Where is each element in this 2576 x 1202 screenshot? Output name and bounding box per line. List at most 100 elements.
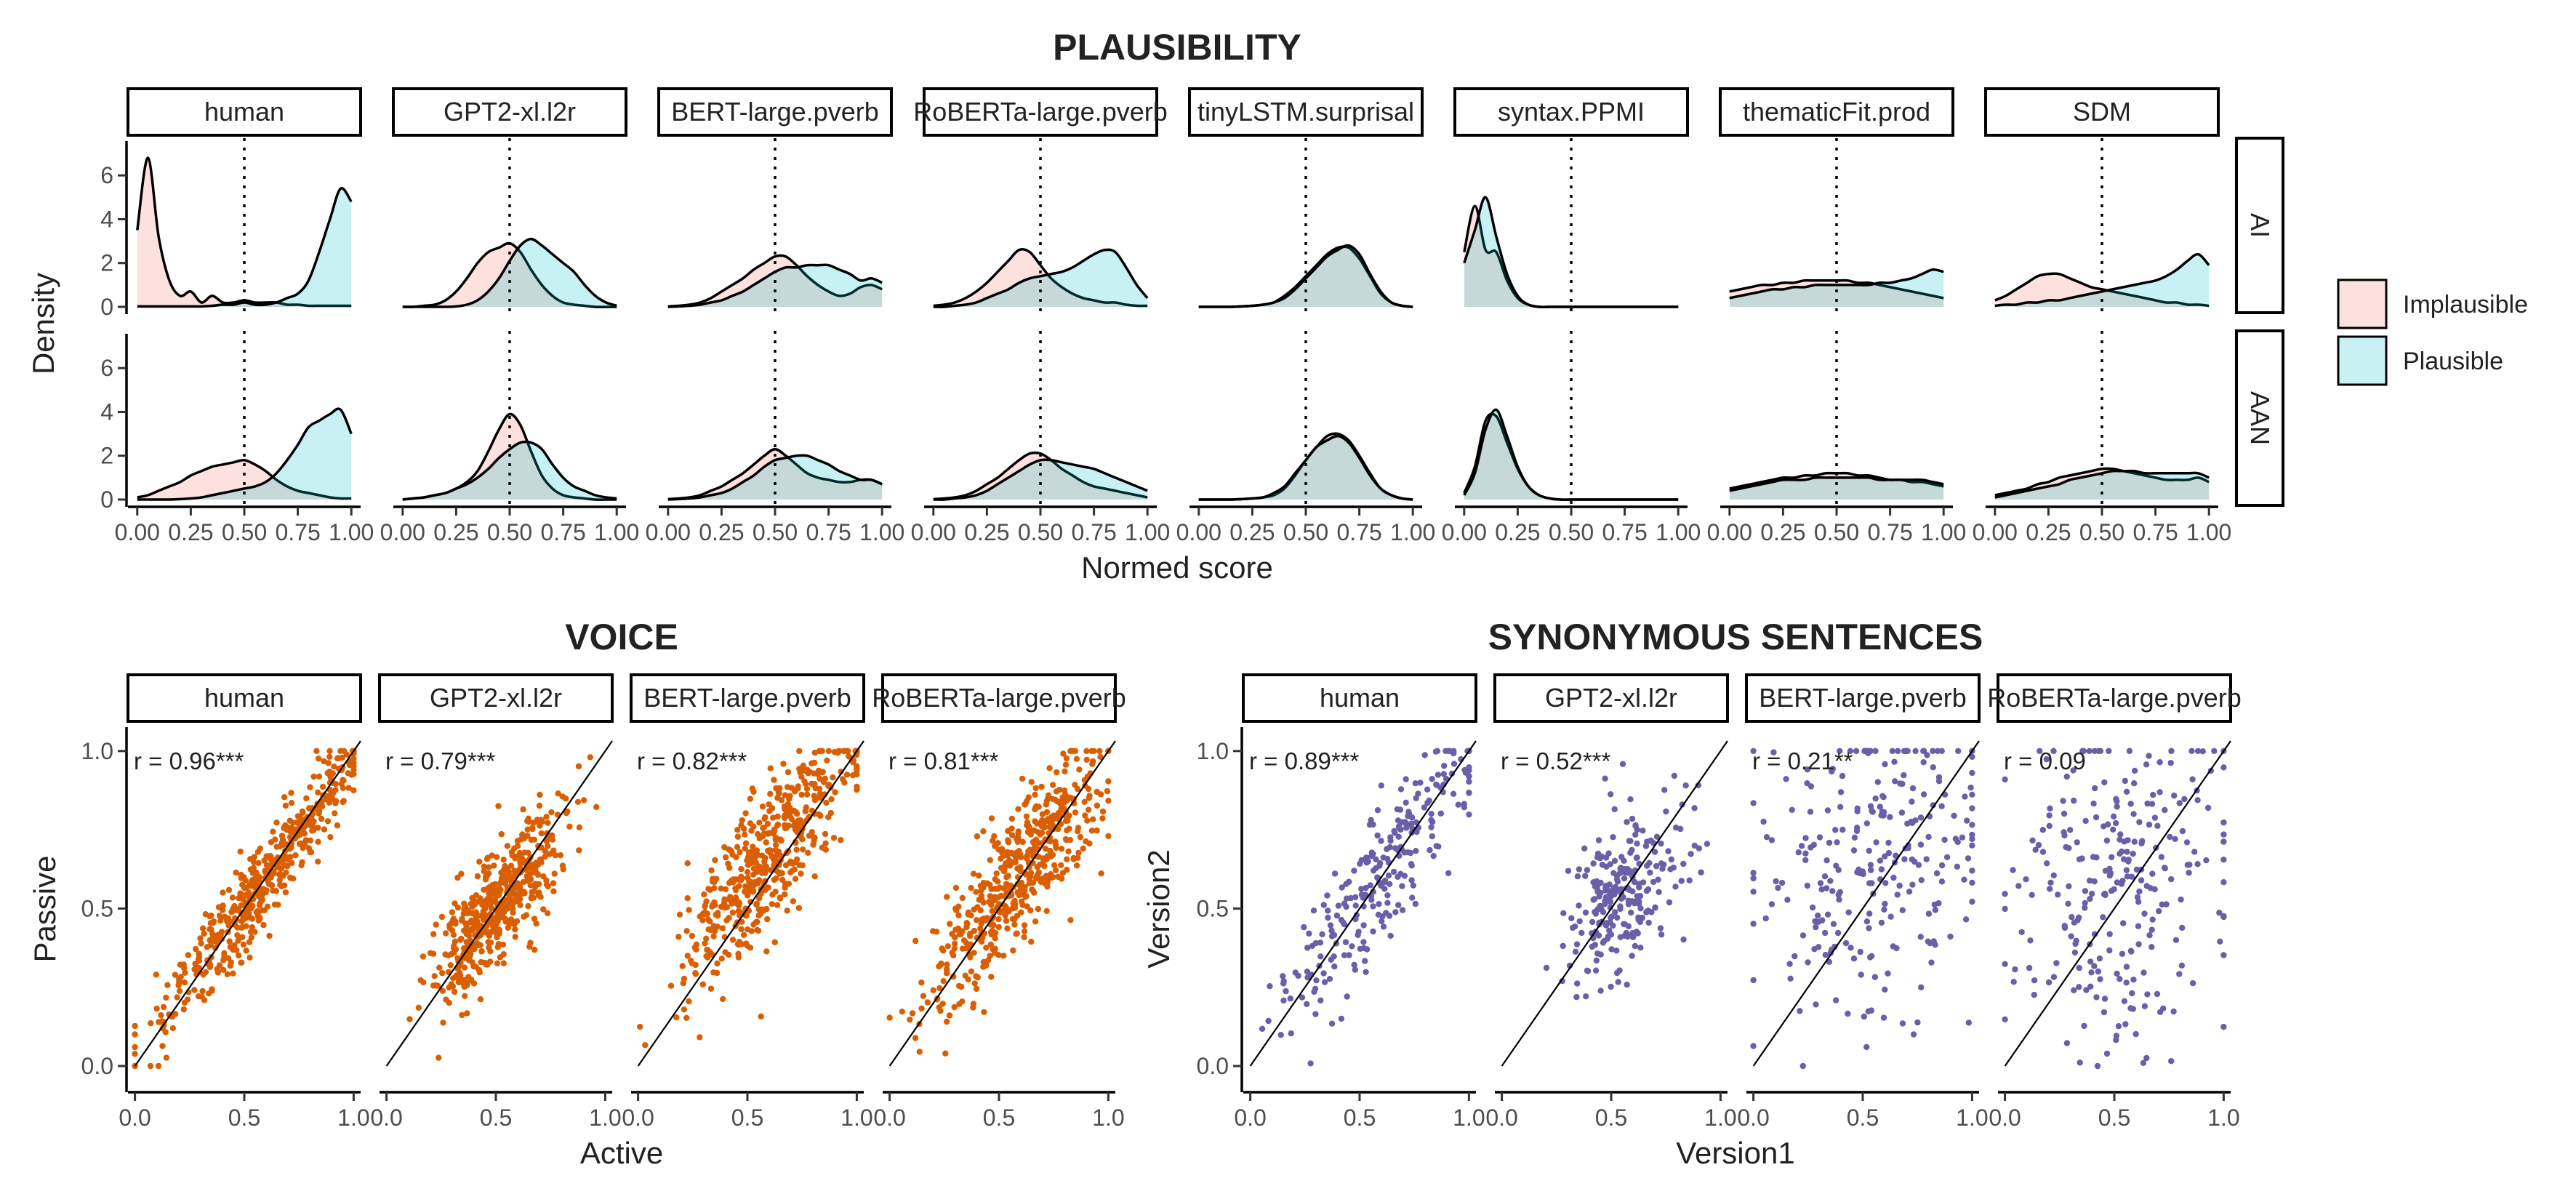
data-point	[967, 954, 974, 961]
data-point	[242, 877, 249, 884]
data-point	[484, 895, 491, 902]
data-point	[1049, 782, 1056, 788]
data-point	[331, 764, 337, 770]
data-point	[1010, 947, 1016, 954]
data-point	[2211, 748, 2218, 755]
data-point	[1644, 838, 1650, 845]
legend-label: Plausible	[2403, 348, 2503, 375]
data-point	[705, 954, 711, 961]
data-point	[533, 920, 539, 927]
data-point	[1815, 944, 1822, 950]
data-point	[683, 1014, 690, 1022]
data-point	[713, 876, 720, 882]
y-tick-label: 2	[100, 443, 113, 469]
data-point	[998, 855, 1004, 862]
data-point	[465, 974, 472, 980]
data-point	[979, 916, 985, 923]
x-tick-label: 1.00	[1125, 519, 1170, 545]
data-point	[705, 926, 712, 933]
data-point	[217, 917, 224, 924]
data-point	[1581, 845, 1588, 852]
data-point	[2010, 979, 2017, 985]
data-point	[2043, 756, 2050, 763]
data-point	[2018, 929, 2025, 936]
data-point	[780, 761, 787, 767]
data-point	[702, 903, 708, 910]
data-point	[765, 830, 772, 837]
data-point	[2149, 916, 2156, 923]
data-point	[720, 995, 726, 1003]
data-point	[1026, 876, 1032, 883]
data-point	[514, 838, 521, 844]
data-point	[1969, 836, 1975, 843]
row-strip-1	[2235, 329, 2284, 507]
data-point	[327, 834, 334, 841]
data-point	[2123, 979, 2130, 986]
data-point	[1802, 857, 1809, 864]
data-point	[436, 964, 443, 971]
data-point	[752, 854, 759, 860]
data-point	[2189, 979, 2196, 987]
data-point	[1031, 889, 1038, 896]
data-point	[2144, 800, 2151, 807]
data-point	[1839, 826, 1846, 833]
data-point	[2168, 1058, 2175, 1065]
data-point	[1008, 815, 1016, 822]
data-point	[2106, 931, 2113, 937]
data-point	[2095, 748, 2102, 755]
data-point	[1616, 967, 1623, 974]
data-point	[1014, 865, 1021, 872]
data-point	[513, 918, 521, 925]
data-point	[1655, 876, 1661, 883]
data-point	[1035, 905, 1042, 913]
data-point	[521, 849, 528, 856]
data-point	[174, 994, 180, 1001]
data-point	[1003, 918, 1010, 924]
data-point	[803, 785, 811, 793]
x-tick-label: 0.75	[540, 519, 585, 545]
data-point	[2178, 896, 2184, 903]
data-point	[983, 945, 990, 951]
data-point	[2146, 753, 2152, 759]
data-point	[515, 898, 522, 905]
data-point	[1595, 932, 1602, 939]
data-point	[2189, 776, 2196, 782]
data-point	[1373, 856, 1379, 863]
data-point	[1005, 837, 1011, 844]
data-point	[1594, 887, 1601, 894]
data-point	[1368, 897, 1375, 903]
data-point	[1651, 849, 1658, 855]
data-point	[811, 793, 817, 799]
data-point	[1408, 861, 1415, 868]
data-point	[309, 828, 316, 834]
data-point	[415, 1004, 422, 1011]
data-point	[225, 955, 232, 961]
data-point	[1920, 759, 1927, 766]
data-point	[1594, 850, 1602, 857]
data-point	[1855, 866, 1862, 873]
data-point	[808, 829, 816, 836]
data-point	[512, 926, 518, 933]
data-point	[1847, 945, 1854, 951]
data-point	[516, 849, 523, 857]
data-point	[2128, 948, 2135, 955]
data-point	[2002, 776, 2008, 783]
data-point	[767, 790, 774, 798]
data-point	[711, 885, 718, 892]
data-point	[1437, 810, 1445, 817]
data-point	[1384, 892, 1391, 899]
data-point	[216, 962, 223, 969]
data-point	[1882, 880, 1889, 886]
x-tick-label: 0.50	[1018, 519, 1063, 545]
data-point	[2194, 797, 2201, 804]
data-point	[537, 856, 545, 863]
data-point	[2060, 798, 2066, 804]
data-point	[782, 881, 789, 887]
data-point	[1317, 953, 1324, 960]
data-point	[249, 923, 255, 931]
data-point	[1385, 872, 1392, 879]
data-point	[465, 957, 473, 963]
data-point	[726, 951, 732, 958]
data-point	[2130, 1006, 2136, 1012]
data-point	[2140, 969, 2147, 976]
